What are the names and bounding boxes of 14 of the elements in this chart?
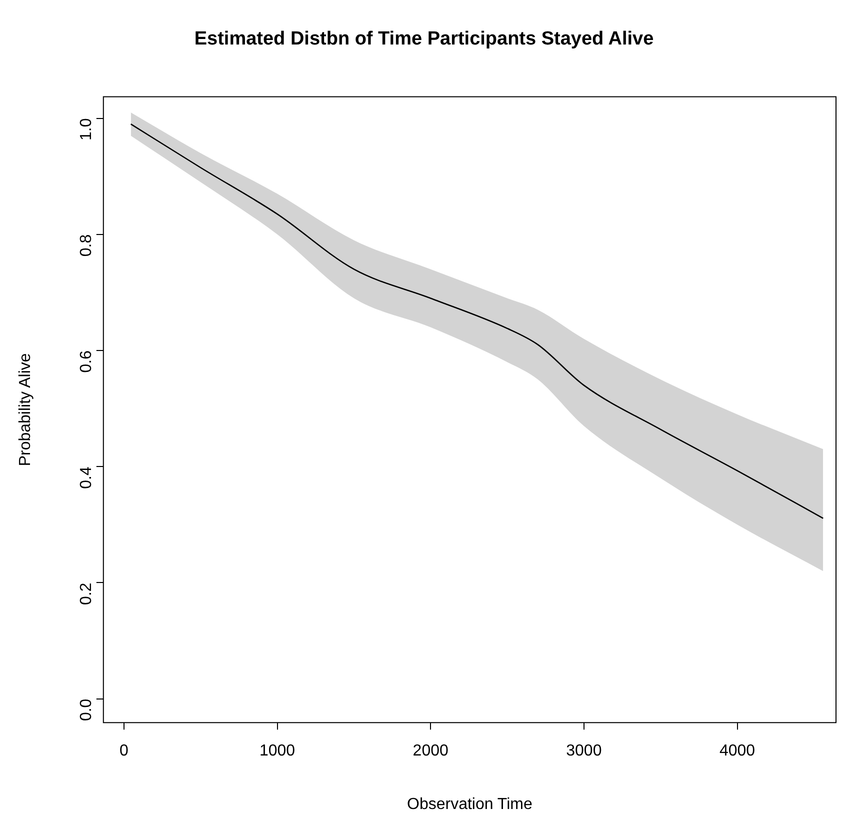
x-tick-label: 1000: [259, 742, 296, 760]
y-tick-label: 0.8: [78, 234, 95, 257]
x-tick-label: 0: [119, 742, 128, 760]
x-axis-title: Observation Time: [407, 796, 532, 813]
chart-title: Estimated Distbn of Time Participants Stayed Alive: [194, 28, 654, 50]
y-tick-label: 1.0: [78, 118, 95, 141]
y-tick-label: 0.4: [78, 466, 95, 489]
x-tick-label: 4000: [719, 742, 756, 760]
y-tick-label: 0.0: [78, 698, 95, 722]
x-tick-label: 3000: [566, 742, 602, 760]
x-tick-label: 2000: [412, 742, 448, 760]
y-axis-title: Probability Alive: [17, 353, 34, 466]
y-tick-label: 0.6: [78, 350, 95, 373]
y-tick-label: 0.2: [78, 582, 95, 605]
